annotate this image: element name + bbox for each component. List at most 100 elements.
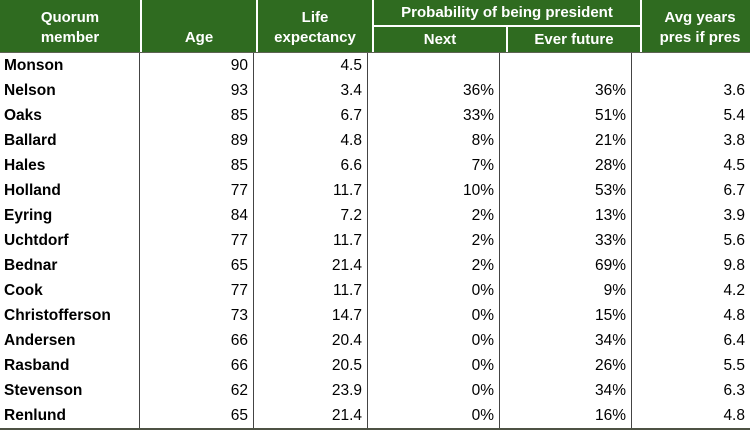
cell-age: 65 xyxy=(140,253,254,278)
cell-member: Renlund xyxy=(0,403,140,428)
header-probability-group: Probability of being president xyxy=(374,0,640,25)
cell-life-expectancy: 11.7 xyxy=(254,178,368,203)
header-life-expectancy: Life expectancy xyxy=(258,0,372,52)
table-row: Rasband 66 20.5 0% 26% 5.5 xyxy=(0,353,750,378)
cell-life-expectancy: 6.7 xyxy=(254,103,368,128)
table-row: Bednar 65 21.4 2% 69% 9.8 xyxy=(0,253,750,278)
cell-age: 73 xyxy=(140,303,254,328)
cell-next: 2% xyxy=(368,203,500,228)
cell-ever-future: 16% xyxy=(500,403,632,428)
table-row: Stevenson 62 23.9 0% 34% 6.3 xyxy=(0,378,750,403)
cell-life-expectancy: 3.4 xyxy=(254,78,368,103)
cell-member: Bednar xyxy=(0,253,140,278)
cell-age: 85 xyxy=(140,103,254,128)
cell-avg-years: 4.8 xyxy=(723,306,745,324)
cell-ever-future: 69% xyxy=(500,253,632,278)
cell-member: Nelson xyxy=(0,78,140,103)
cell-ever-future: 13% xyxy=(500,203,632,228)
cell-ever-future xyxy=(500,53,632,78)
cell-age: 84 xyxy=(140,203,254,228)
cell-member: Hales xyxy=(0,153,140,178)
cell-avg-years: 3.9 xyxy=(723,206,745,224)
cell-age: 66 xyxy=(140,328,254,353)
cell-avg-years xyxy=(632,53,750,78)
cell-next: 0% xyxy=(368,353,500,378)
cell-life-expectancy: 23.9 xyxy=(254,378,368,403)
header-avg-years: Avg years pres if pres xyxy=(642,0,750,52)
table-row: Renlund 65 21.4 0% 16% 4.8 xyxy=(0,403,750,428)
cell-avg-years: 5.6 xyxy=(723,231,745,249)
cell-member: Holland xyxy=(0,178,140,203)
cell-ever-future: 53% xyxy=(500,178,632,203)
cell-ever-future: 26% xyxy=(500,353,632,378)
cell-avg-years: 6.7 xyxy=(723,181,745,199)
cell-ever-future: 36% xyxy=(500,78,632,103)
cell-life-expectancy: 14.7 xyxy=(254,303,368,328)
cell-ever-future: 15% xyxy=(500,303,632,328)
cell-age: 77 xyxy=(140,178,254,203)
cell-life-expectancy: 4.8 xyxy=(254,128,368,153)
cell-next: 10% xyxy=(368,178,500,203)
cell-age: 85 xyxy=(140,153,254,178)
table-row: Ballard 89 4.8 8% 21% 3.8 xyxy=(0,128,750,153)
table-row: Nelson 93 3.4 36% 36% 3.6 xyxy=(0,78,750,103)
cell-member: Eyring xyxy=(0,203,140,228)
cell-avg-years: 5.4 xyxy=(723,106,745,124)
cell-next: 0% xyxy=(368,328,500,353)
cell-next: 8% xyxy=(368,128,500,153)
cell-life-expectancy: 21.4 xyxy=(254,403,368,428)
table-body: Monson 90 4.5 Nelson 93 3.4 36% 36% 3.6 … xyxy=(0,53,750,430)
cell-member: Monson xyxy=(0,53,140,78)
cell-life-expectancy: 20.5 xyxy=(254,353,368,378)
table-row: Andersen 66 20.4 0% 34% 6.4 xyxy=(0,328,750,353)
table-row: Holland 77 11.7 10% 53% 6.7 xyxy=(0,178,750,203)
cell-life-expectancy: 4.5 xyxy=(254,53,368,78)
cell-ever-future: 34% xyxy=(500,378,632,403)
cell-next xyxy=(368,53,500,78)
cell-ever-future: 51% xyxy=(500,103,632,128)
table-header: Quorum member Age Life expectancy Probab… xyxy=(0,0,750,53)
cell-avg-years: 3.6 xyxy=(723,81,745,99)
cell-age: 77 xyxy=(140,278,254,303)
cell-ever-future: 21% xyxy=(500,128,632,153)
cell-life-expectancy: 7.2 xyxy=(254,203,368,228)
table-row: Christofferson 73 14.7 0% 15% 4.8 xyxy=(0,303,750,328)
cell-avg-years: 4.8 xyxy=(723,406,745,424)
cell-avg-years: 6.3 xyxy=(723,381,745,399)
table-row: Uchtdorf 77 11.7 2% 33% 5.6 xyxy=(0,228,750,253)
header-next: Next xyxy=(374,27,506,52)
cell-next: 2% xyxy=(368,228,500,253)
cell-life-expectancy: 11.7 xyxy=(254,278,368,303)
cell-avg-years: 4.2 xyxy=(723,281,745,299)
cell-age: 89 xyxy=(140,128,254,153)
cell-age: 62 xyxy=(140,378,254,403)
cell-member: Uchtdorf xyxy=(0,228,140,253)
cell-next: 0% xyxy=(368,403,500,428)
cell-ever-future: 34% xyxy=(500,328,632,353)
cell-member: Oaks xyxy=(0,103,140,128)
cell-member: Stevenson xyxy=(0,378,140,403)
cell-avg-years: 5.5 xyxy=(723,356,745,374)
cell-next: 0% xyxy=(368,303,500,328)
table-row: Hales 85 6.6 7% 28% 4.5 xyxy=(0,153,750,178)
cell-member: Christofferson xyxy=(0,303,140,328)
cell-next: 33% xyxy=(368,103,500,128)
cell-life-expectancy: 11.7 xyxy=(254,228,368,253)
cell-member: Rasband xyxy=(0,353,140,378)
header-age: Age xyxy=(142,0,256,52)
cell-age: 77 xyxy=(140,228,254,253)
cell-age: 90 xyxy=(140,53,254,78)
cell-life-expectancy: 20.4 xyxy=(254,328,368,353)
cell-age: 93 xyxy=(140,78,254,103)
cell-next: 7% xyxy=(368,153,500,178)
table-row: Oaks 85 6.7 33% 51% 5.4 xyxy=(0,103,750,128)
cell-avg-years: 3.8 xyxy=(723,131,745,149)
cell-avg-years: 6.4 xyxy=(723,331,745,349)
cell-avg-years: 9.8 xyxy=(723,256,745,274)
cell-ever-future: 28% xyxy=(500,153,632,178)
cell-next: 0% xyxy=(368,278,500,303)
cell-next: 36% xyxy=(368,78,500,103)
header-quorum-member: Quorum member xyxy=(0,0,140,52)
table-row: Eyring 84 7.2 2% 13% 3.9 xyxy=(0,203,750,228)
